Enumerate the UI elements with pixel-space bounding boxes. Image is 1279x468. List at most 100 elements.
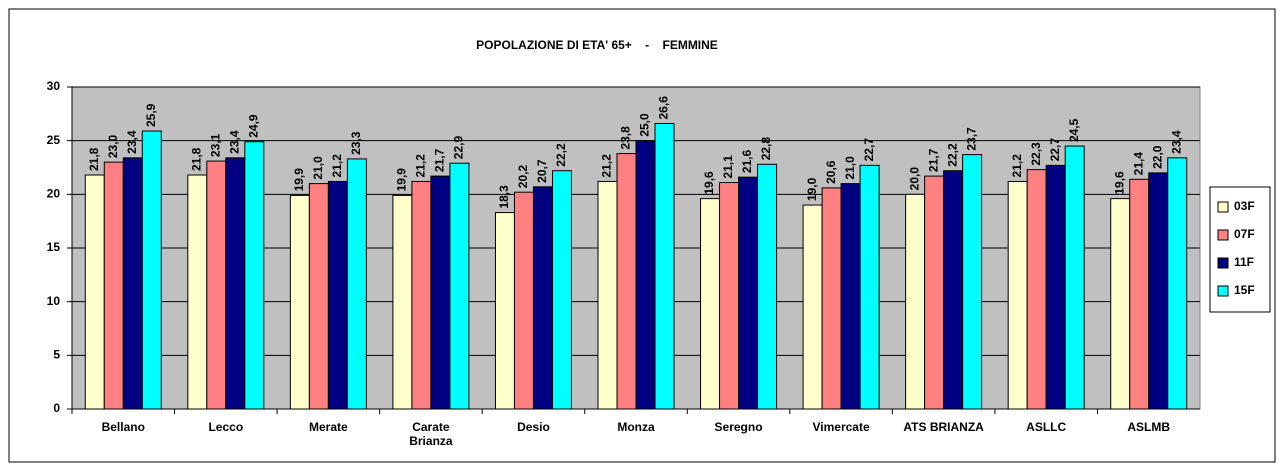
bar bbox=[700, 198, 721, 410]
value-label: 25,9 bbox=[144, 103, 158, 127]
bar bbox=[1064, 145, 1085, 410]
value-label: 21,2 bbox=[600, 154, 614, 178]
value-label: 21,0 bbox=[843, 156, 857, 180]
y-tick-label: 5 bbox=[53, 348, 60, 362]
value-label: 19,6 bbox=[702, 171, 716, 195]
value-label: 26,6 bbox=[657, 96, 671, 120]
value-label: 20,7 bbox=[535, 159, 549, 183]
bar bbox=[859, 164, 880, 410]
x-tick-label: Carate Brianza bbox=[409, 420, 453, 448]
value-label: 21,1 bbox=[721, 155, 735, 179]
value-label: 22,2 bbox=[554, 143, 568, 167]
value-label: 19,9 bbox=[292, 168, 306, 192]
bar bbox=[392, 194, 413, 410]
bar bbox=[635, 140, 656, 410]
x-tick-label: Bellano bbox=[101, 420, 145, 434]
bar bbox=[757, 163, 778, 410]
value-label: 23,4 bbox=[227, 130, 241, 154]
value-label: 21,6 bbox=[740, 149, 754, 173]
bar bbox=[449, 162, 470, 410]
bar bbox=[187, 174, 208, 410]
bar bbox=[308, 183, 329, 410]
value-label: 21,4 bbox=[1131, 152, 1145, 176]
value-label: 22,2 bbox=[945, 143, 959, 167]
x-tick-label: ATS BRIANZA bbox=[903, 420, 984, 434]
bar bbox=[122, 157, 143, 410]
bar bbox=[141, 130, 162, 410]
bar bbox=[1129, 178, 1150, 410]
value-label: 21,0 bbox=[311, 156, 325, 180]
x-tick-label: Vimercate bbox=[812, 420, 870, 434]
bar bbox=[924, 175, 945, 410]
value-label: 23,4 bbox=[125, 130, 139, 154]
chart-title: POPOLAZIONE DI ETA' 65+ - FEMMINE bbox=[476, 38, 718, 52]
value-label: 22,0 bbox=[1150, 145, 1164, 169]
value-label: 19,0 bbox=[805, 177, 819, 201]
value-label: 19,6 bbox=[1112, 171, 1126, 195]
value-label: 21,2 bbox=[1010, 154, 1024, 178]
value-label: 19,9 bbox=[395, 168, 409, 192]
legend-swatch bbox=[1217, 257, 1229, 269]
bar bbox=[962, 154, 983, 410]
bar bbox=[840, 183, 861, 410]
bar bbox=[943, 170, 964, 410]
value-label: 23,4 bbox=[1169, 130, 1183, 154]
bar bbox=[532, 186, 553, 410]
bar bbox=[1007, 180, 1028, 410]
bar bbox=[103, 161, 124, 410]
value-label: 18,3 bbox=[497, 185, 511, 209]
x-tick-label: Seregno bbox=[714, 420, 763, 434]
legend-swatch bbox=[1217, 285, 1229, 297]
value-label: 23,1 bbox=[208, 133, 222, 157]
y-tick-label: 20 bbox=[47, 187, 61, 201]
bar bbox=[551, 170, 572, 410]
value-label: 25,0 bbox=[638, 113, 652, 137]
value-label: 21,8 bbox=[189, 147, 203, 171]
x-tick-label: ASLLC bbox=[1026, 420, 1067, 434]
value-label: 21,2 bbox=[414, 154, 428, 178]
bar bbox=[346, 158, 367, 410]
bar bbox=[244, 141, 265, 410]
value-label: 21,2 bbox=[330, 154, 344, 178]
value-label: 20,2 bbox=[516, 165, 530, 189]
value-label: 23,0 bbox=[106, 134, 120, 158]
x-tick-label: Monza bbox=[617, 420, 655, 434]
value-label: 22,3 bbox=[1029, 142, 1043, 166]
bar bbox=[430, 175, 451, 410]
bar bbox=[1026, 169, 1047, 410]
bar bbox=[738, 176, 759, 410]
value-label: 23,8 bbox=[619, 126, 633, 150]
y-tick-label: 30 bbox=[47, 79, 61, 93]
value-label: 20,0 bbox=[907, 167, 921, 191]
value-label: 20,6 bbox=[824, 160, 838, 184]
y-tick-label: 0 bbox=[53, 401, 60, 415]
bar bbox=[411, 180, 432, 410]
legend-label: 11F bbox=[1234, 255, 1254, 269]
y-tick-label: 10 bbox=[47, 294, 61, 308]
value-label: 23,7 bbox=[964, 127, 978, 151]
value-label: 22,9 bbox=[452, 136, 466, 160]
y-tick-label: 15 bbox=[47, 240, 61, 254]
bar bbox=[513, 191, 534, 410]
bar bbox=[225, 157, 246, 410]
bar bbox=[821, 187, 842, 410]
legend-label: 07F bbox=[1234, 227, 1255, 241]
x-tick-label: ASLMB bbox=[1127, 420, 1171, 434]
bar bbox=[84, 174, 105, 410]
x-tick-label: Merate bbox=[309, 420, 348, 434]
legend-swatch bbox=[1217, 229, 1229, 241]
x-tick-label: Lecco bbox=[208, 420, 244, 434]
value-label: 23,3 bbox=[349, 131, 363, 155]
bar bbox=[1148, 172, 1169, 410]
value-label: 22,7 bbox=[862, 138, 876, 162]
y-tick-label: 25 bbox=[47, 133, 61, 147]
value-label: 21,7 bbox=[433, 148, 447, 172]
value-label: 24,5 bbox=[1067, 118, 1081, 142]
bar bbox=[1110, 198, 1131, 410]
bar bbox=[494, 212, 515, 410]
value-label: 21,7 bbox=[926, 148, 940, 172]
bar bbox=[327, 180, 348, 410]
value-label: 21,8 bbox=[87, 147, 101, 171]
legend-swatch bbox=[1217, 201, 1229, 213]
